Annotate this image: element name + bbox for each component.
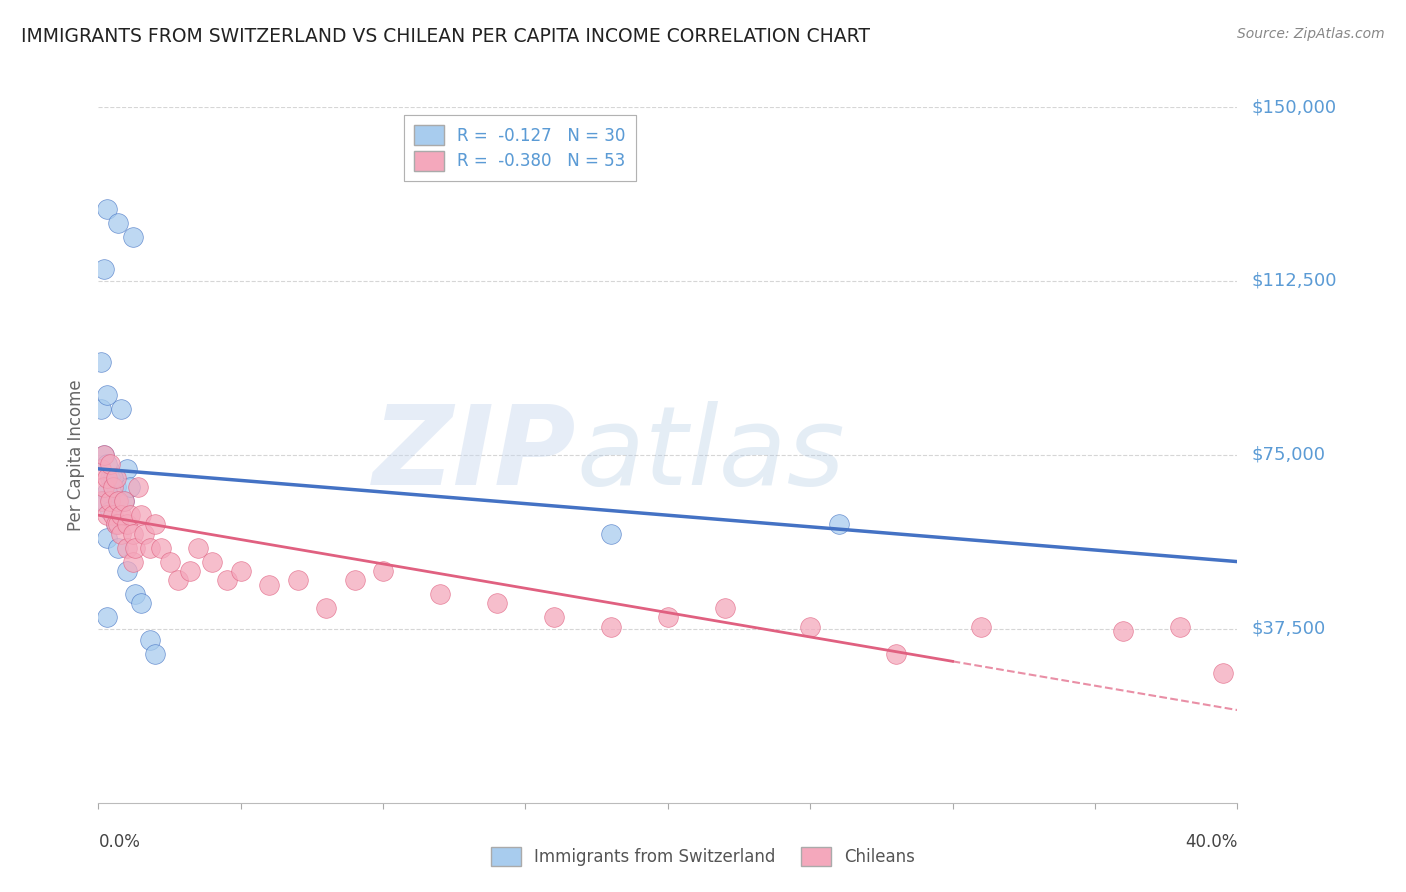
- Point: [150, 541, 173, 555]
- Point: [98, 494, 121, 508]
- Point: [187, 541, 209, 555]
- Point: [124, 541, 146, 555]
- Text: ZIP: ZIP: [373, 401, 576, 508]
- Text: Source: ZipAtlas.com: Source: ZipAtlas.com: [1237, 27, 1385, 41]
- Point: [96, 471, 118, 485]
- Point: [215, 573, 238, 587]
- Point: [201, 555, 224, 569]
- Point: [373, 564, 395, 578]
- Point: [90, 355, 112, 369]
- Text: $150,000: $150,000: [1251, 98, 1336, 116]
- Point: [429, 587, 451, 601]
- Point: [101, 480, 124, 494]
- Point: [96, 485, 118, 500]
- Point: [129, 596, 152, 610]
- Point: [112, 494, 135, 508]
- Point: [90, 494, 112, 508]
- Point: [96, 532, 118, 546]
- Point: [127, 480, 149, 494]
- Point: [138, 541, 160, 555]
- Text: $112,500: $112,500: [1251, 272, 1337, 290]
- Point: [98, 503, 121, 517]
- Point: [96, 387, 118, 401]
- Point: [93, 448, 115, 462]
- Point: [486, 596, 509, 610]
- Point: [115, 517, 138, 532]
- Point: [112, 494, 135, 508]
- Point: [110, 526, 132, 541]
- Legend: Immigrants from Switzerland, Chileans: Immigrants from Switzerland, Chileans: [482, 838, 924, 875]
- Point: [1170, 619, 1192, 633]
- Point: [159, 555, 181, 569]
- Point: [124, 587, 146, 601]
- Point: [96, 457, 118, 471]
- Point: [107, 517, 129, 532]
- Point: [287, 573, 309, 587]
- Point: [118, 480, 141, 494]
- Point: [93, 448, 115, 462]
- Point: [828, 517, 851, 532]
- Point: [343, 573, 366, 587]
- Point: [104, 471, 127, 485]
- Point: [129, 508, 152, 523]
- Point: [1112, 624, 1135, 639]
- Point: [110, 508, 132, 523]
- Point: [107, 216, 129, 230]
- Point: [714, 601, 737, 615]
- Point: [96, 508, 118, 523]
- Text: 0.0%: 0.0%: [98, 833, 141, 851]
- Y-axis label: Per Capita Income: Per Capita Income: [67, 379, 86, 531]
- Point: [970, 619, 993, 633]
- Point: [115, 564, 138, 578]
- Point: [93, 480, 115, 494]
- Text: IMMIGRANTS FROM SWITZERLAND VS CHILEAN PER CAPITA INCOME CORRELATION CHART: IMMIGRANTS FROM SWITZERLAND VS CHILEAN P…: [21, 27, 870, 45]
- Legend: R =  -0.127   N = 30, R =  -0.380   N = 53: R = -0.127 N = 30, R = -0.380 N = 53: [404, 115, 636, 180]
- Point: [90, 462, 112, 476]
- Point: [543, 610, 565, 624]
- Point: [884, 648, 907, 662]
- Point: [259, 578, 281, 592]
- Point: [121, 230, 143, 244]
- Point: [145, 517, 167, 532]
- Point: [104, 517, 127, 532]
- Point: [110, 401, 132, 416]
- Point: [799, 619, 821, 633]
- Point: [657, 610, 679, 624]
- Point: [229, 564, 252, 578]
- Point: [104, 517, 127, 532]
- Point: [121, 555, 143, 569]
- Text: $75,000: $75,000: [1251, 446, 1326, 464]
- Point: [98, 457, 121, 471]
- Point: [98, 471, 121, 485]
- Point: [93, 494, 115, 508]
- Point: [107, 494, 129, 508]
- Point: [101, 471, 124, 485]
- Point: [179, 564, 201, 578]
- Point: [138, 633, 160, 648]
- Point: [600, 526, 623, 541]
- Point: [104, 480, 127, 494]
- Point: [145, 648, 167, 662]
- Point: [600, 619, 623, 633]
- Point: [96, 202, 118, 216]
- Point: [315, 601, 337, 615]
- Point: [121, 526, 143, 541]
- Point: [167, 573, 190, 587]
- Text: 40.0%: 40.0%: [1185, 833, 1237, 851]
- Text: atlas: atlas: [576, 401, 845, 508]
- Point: [93, 262, 115, 277]
- Point: [115, 541, 138, 555]
- Point: [118, 508, 141, 523]
- Point: [90, 401, 112, 416]
- Point: [1212, 665, 1234, 680]
- Text: $37,500: $37,500: [1251, 620, 1326, 638]
- Point: [96, 610, 118, 624]
- Point: [101, 508, 124, 523]
- Point: [115, 462, 138, 476]
- Point: [107, 541, 129, 555]
- Point: [132, 526, 155, 541]
